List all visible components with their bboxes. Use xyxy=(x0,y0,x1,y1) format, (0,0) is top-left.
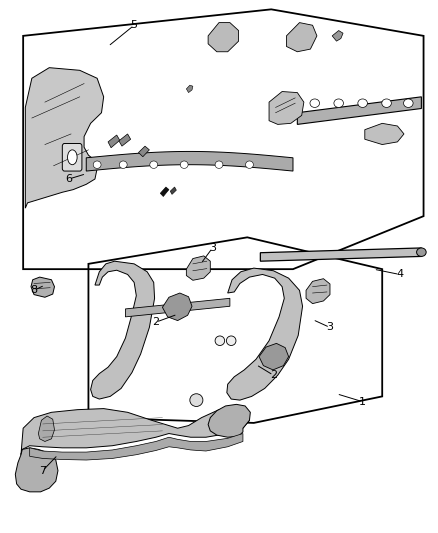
Polygon shape xyxy=(160,187,169,197)
Ellipse shape xyxy=(226,336,236,345)
Polygon shape xyxy=(365,123,404,144)
Ellipse shape xyxy=(403,99,413,108)
Polygon shape xyxy=(260,248,421,261)
Ellipse shape xyxy=(215,336,225,345)
Polygon shape xyxy=(91,261,155,399)
Text: 1: 1 xyxy=(359,397,366,407)
Polygon shape xyxy=(30,433,243,460)
Ellipse shape xyxy=(215,161,223,168)
Ellipse shape xyxy=(180,161,188,168)
FancyBboxPatch shape xyxy=(62,143,82,171)
Text: 5: 5 xyxy=(131,20,138,30)
Ellipse shape xyxy=(93,161,101,168)
Text: 2: 2 xyxy=(152,317,159,327)
Polygon shape xyxy=(297,97,421,124)
Polygon shape xyxy=(125,298,230,317)
Polygon shape xyxy=(86,151,293,171)
Ellipse shape xyxy=(334,99,343,108)
Polygon shape xyxy=(138,146,149,157)
Ellipse shape xyxy=(150,161,158,168)
Polygon shape xyxy=(306,279,330,304)
Text: 3: 3 xyxy=(326,322,333,333)
Polygon shape xyxy=(119,134,131,146)
Ellipse shape xyxy=(119,161,127,168)
Text: 2: 2 xyxy=(270,370,277,380)
Text: 4: 4 xyxy=(396,270,403,279)
Polygon shape xyxy=(39,416,54,441)
Text: 8: 8 xyxy=(31,285,38,295)
Polygon shape xyxy=(332,30,343,41)
Polygon shape xyxy=(170,187,177,195)
Text: 6: 6 xyxy=(65,174,72,184)
Polygon shape xyxy=(227,268,303,400)
Polygon shape xyxy=(25,68,104,208)
Ellipse shape xyxy=(382,99,391,108)
Text: 7: 7 xyxy=(39,466,46,475)
Ellipse shape xyxy=(358,99,367,108)
Polygon shape xyxy=(31,277,54,297)
Polygon shape xyxy=(162,293,192,320)
Text: 3: 3 xyxy=(209,243,216,253)
Polygon shape xyxy=(186,85,193,93)
Ellipse shape xyxy=(67,150,77,165)
Ellipse shape xyxy=(190,394,203,407)
Ellipse shape xyxy=(310,99,320,108)
Ellipse shape xyxy=(417,248,426,256)
Polygon shape xyxy=(208,405,251,437)
Polygon shape xyxy=(21,409,250,455)
Polygon shape xyxy=(269,92,304,124)
Ellipse shape xyxy=(246,161,253,168)
Polygon shape xyxy=(15,448,58,492)
Polygon shape xyxy=(208,22,239,52)
Polygon shape xyxy=(186,256,210,280)
Polygon shape xyxy=(108,135,120,148)
Polygon shape xyxy=(259,343,289,370)
Polygon shape xyxy=(286,22,317,52)
